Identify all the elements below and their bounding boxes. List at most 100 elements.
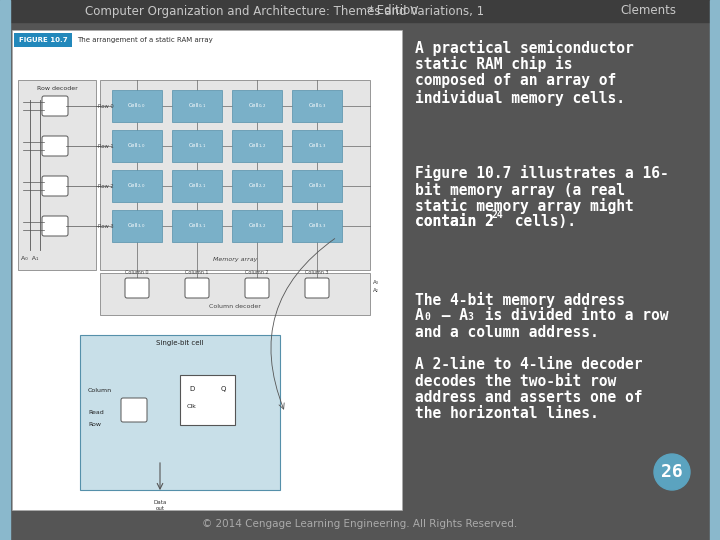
- Text: and a column address.: and a column address.: [415, 325, 599, 340]
- Bar: [292, 90, 342, 122]
- Text: A₂: A₂: [373, 288, 379, 294]
- Bar: [710, 0, 720, 540]
- Bar: [112, 170, 162, 202]
- Text: composed of an array of: composed of an array of: [415, 73, 616, 88]
- Bar: [232, 170, 282, 202]
- Bar: [18, 80, 96, 270]
- Bar: [112, 90, 162, 122]
- Text: the horizontal lines.: the horizontal lines.: [415, 407, 599, 422]
- Text: Cell$_{2,1}$: Cell$_{2,1}$: [188, 182, 207, 190]
- Text: FIGURE 10.7: FIGURE 10.7: [19, 37, 67, 43]
- Text: Cell$_{3,3}$: Cell$_{3,3}$: [307, 222, 326, 230]
- Text: Cell$_{1,2}$: Cell$_{1,2}$: [248, 142, 266, 150]
- Text: Clk: Clk: [187, 404, 197, 409]
- FancyBboxPatch shape: [185, 278, 209, 298]
- Bar: [14, 33, 72, 47]
- Text: Memory array: Memory array: [213, 258, 257, 262]
- FancyBboxPatch shape: [42, 216, 68, 236]
- Text: static memory array might: static memory array might: [415, 198, 634, 214]
- Text: Cell$_{0,2}$: Cell$_{0,2}$: [248, 102, 266, 110]
- FancyBboxPatch shape: [245, 278, 269, 298]
- Bar: [0, 0, 10, 540]
- FancyBboxPatch shape: [121, 398, 147, 422]
- Text: cells).: cells).: [506, 214, 576, 230]
- Text: Column 2: Column 2: [246, 271, 269, 275]
- Text: A: A: [415, 308, 424, 323]
- Text: Cell$_{1,0}$: Cell$_{1,0}$: [127, 142, 146, 150]
- Text: Q: Q: [220, 386, 225, 392]
- Text: Row decoder: Row decoder: [37, 85, 77, 91]
- Text: Column 1: Column 1: [185, 271, 209, 275]
- Text: D: D: [189, 386, 194, 392]
- Text: is divided into a row: is divided into a row: [476, 308, 668, 323]
- Text: Data
out: Data out: [153, 500, 167, 511]
- Text: decodes the two-bit row: decodes the two-bit row: [415, 374, 616, 388]
- Bar: [80, 335, 280, 490]
- Bar: [172, 130, 222, 162]
- Text: A₃: A₃: [373, 280, 379, 286]
- Bar: [232, 130, 282, 162]
- Text: The 4-bit memory address: The 4-bit memory address: [415, 292, 625, 308]
- Text: Column decoder: Column decoder: [209, 305, 261, 309]
- Text: Cell$_{2,0}$: Cell$_{2,0}$: [127, 182, 146, 190]
- Text: contain 2: contain 2: [415, 214, 494, 230]
- Text: Row 3: Row 3: [98, 224, 114, 228]
- Text: address and asserts one of: address and asserts one of: [415, 390, 642, 405]
- Text: 3: 3: [467, 313, 473, 322]
- Bar: [112, 130, 162, 162]
- Text: Clements: Clements: [620, 4, 676, 17]
- Circle shape: [654, 454, 690, 490]
- Bar: [100, 273, 370, 315]
- Bar: [292, 170, 342, 202]
- Text: 0: 0: [424, 313, 430, 322]
- Text: Read: Read: [88, 409, 104, 415]
- FancyBboxPatch shape: [305, 278, 329, 298]
- Text: Edition: Edition: [373, 4, 418, 17]
- Text: Single-bit cell: Single-bit cell: [156, 340, 204, 346]
- Text: st: st: [367, 4, 374, 14]
- Bar: [232, 90, 282, 122]
- Bar: [172, 210, 222, 242]
- Bar: [180, 375, 235, 425]
- Bar: [100, 80, 370, 270]
- Text: Cell$_{2,3}$: Cell$_{2,3}$: [307, 182, 326, 190]
- Text: The arrangement of a static RAM array: The arrangement of a static RAM array: [77, 37, 212, 43]
- Text: Row 0: Row 0: [98, 104, 114, 109]
- Bar: [172, 170, 222, 202]
- Text: Cell$_{1,1}$: Cell$_{1,1}$: [188, 142, 207, 150]
- Text: bit memory array (a real: bit memory array (a real: [415, 181, 625, 198]
- Text: Column 0: Column 0: [125, 271, 149, 275]
- Bar: [292, 210, 342, 242]
- Text: Row: Row: [88, 422, 101, 428]
- Text: Cell$_{3,2}$: Cell$_{3,2}$: [248, 222, 266, 230]
- Text: – A: – A: [433, 308, 468, 323]
- Text: A practical semiconductor: A practical semiconductor: [415, 40, 634, 56]
- Text: Column: Column: [88, 388, 112, 393]
- Text: Computer Organization and Architecture: Themes and Variations, 1: Computer Organization and Architecture: …: [85, 4, 484, 17]
- FancyBboxPatch shape: [42, 136, 68, 156]
- Text: Cell$_{3,0}$: Cell$_{3,0}$: [127, 222, 146, 230]
- Bar: [112, 210, 162, 242]
- Text: © 2014 Cengage Learning Engineering. All Rights Reserved.: © 2014 Cengage Learning Engineering. All…: [202, 519, 518, 529]
- Text: contain 2: contain 2: [415, 214, 494, 230]
- Bar: [232, 210, 282, 242]
- Text: Cell$_{3,1}$: Cell$_{3,1}$: [188, 222, 207, 230]
- Text: Cell$_{0,1}$: Cell$_{0,1}$: [188, 102, 207, 110]
- Bar: [292, 130, 342, 162]
- Text: Column 3: Column 3: [305, 271, 329, 275]
- Text: Row 2: Row 2: [98, 184, 114, 188]
- Bar: [0, 0, 720, 22]
- Text: Cell$_{0,3}$: Cell$_{0,3}$: [307, 102, 326, 110]
- Text: Row 1: Row 1: [98, 144, 114, 149]
- Text: Cell$_{0,0}$: Cell$_{0,0}$: [127, 102, 146, 110]
- Bar: [172, 90, 222, 122]
- Text: static RAM chip is: static RAM chip is: [415, 57, 572, 72]
- Text: individual memory cells.: individual memory cells.: [415, 90, 625, 105]
- Text: 24: 24: [491, 210, 503, 219]
- Bar: [12, 30, 402, 510]
- Text: A 2-line to 4-line decoder: A 2-line to 4-line decoder: [415, 357, 642, 372]
- FancyBboxPatch shape: [42, 96, 68, 116]
- Text: Cell$_{1,3}$: Cell$_{1,3}$: [307, 142, 326, 150]
- Text: Cell$_{2,2}$: Cell$_{2,2}$: [248, 182, 266, 190]
- Text: A₀  A₁: A₀ A₁: [21, 255, 38, 260]
